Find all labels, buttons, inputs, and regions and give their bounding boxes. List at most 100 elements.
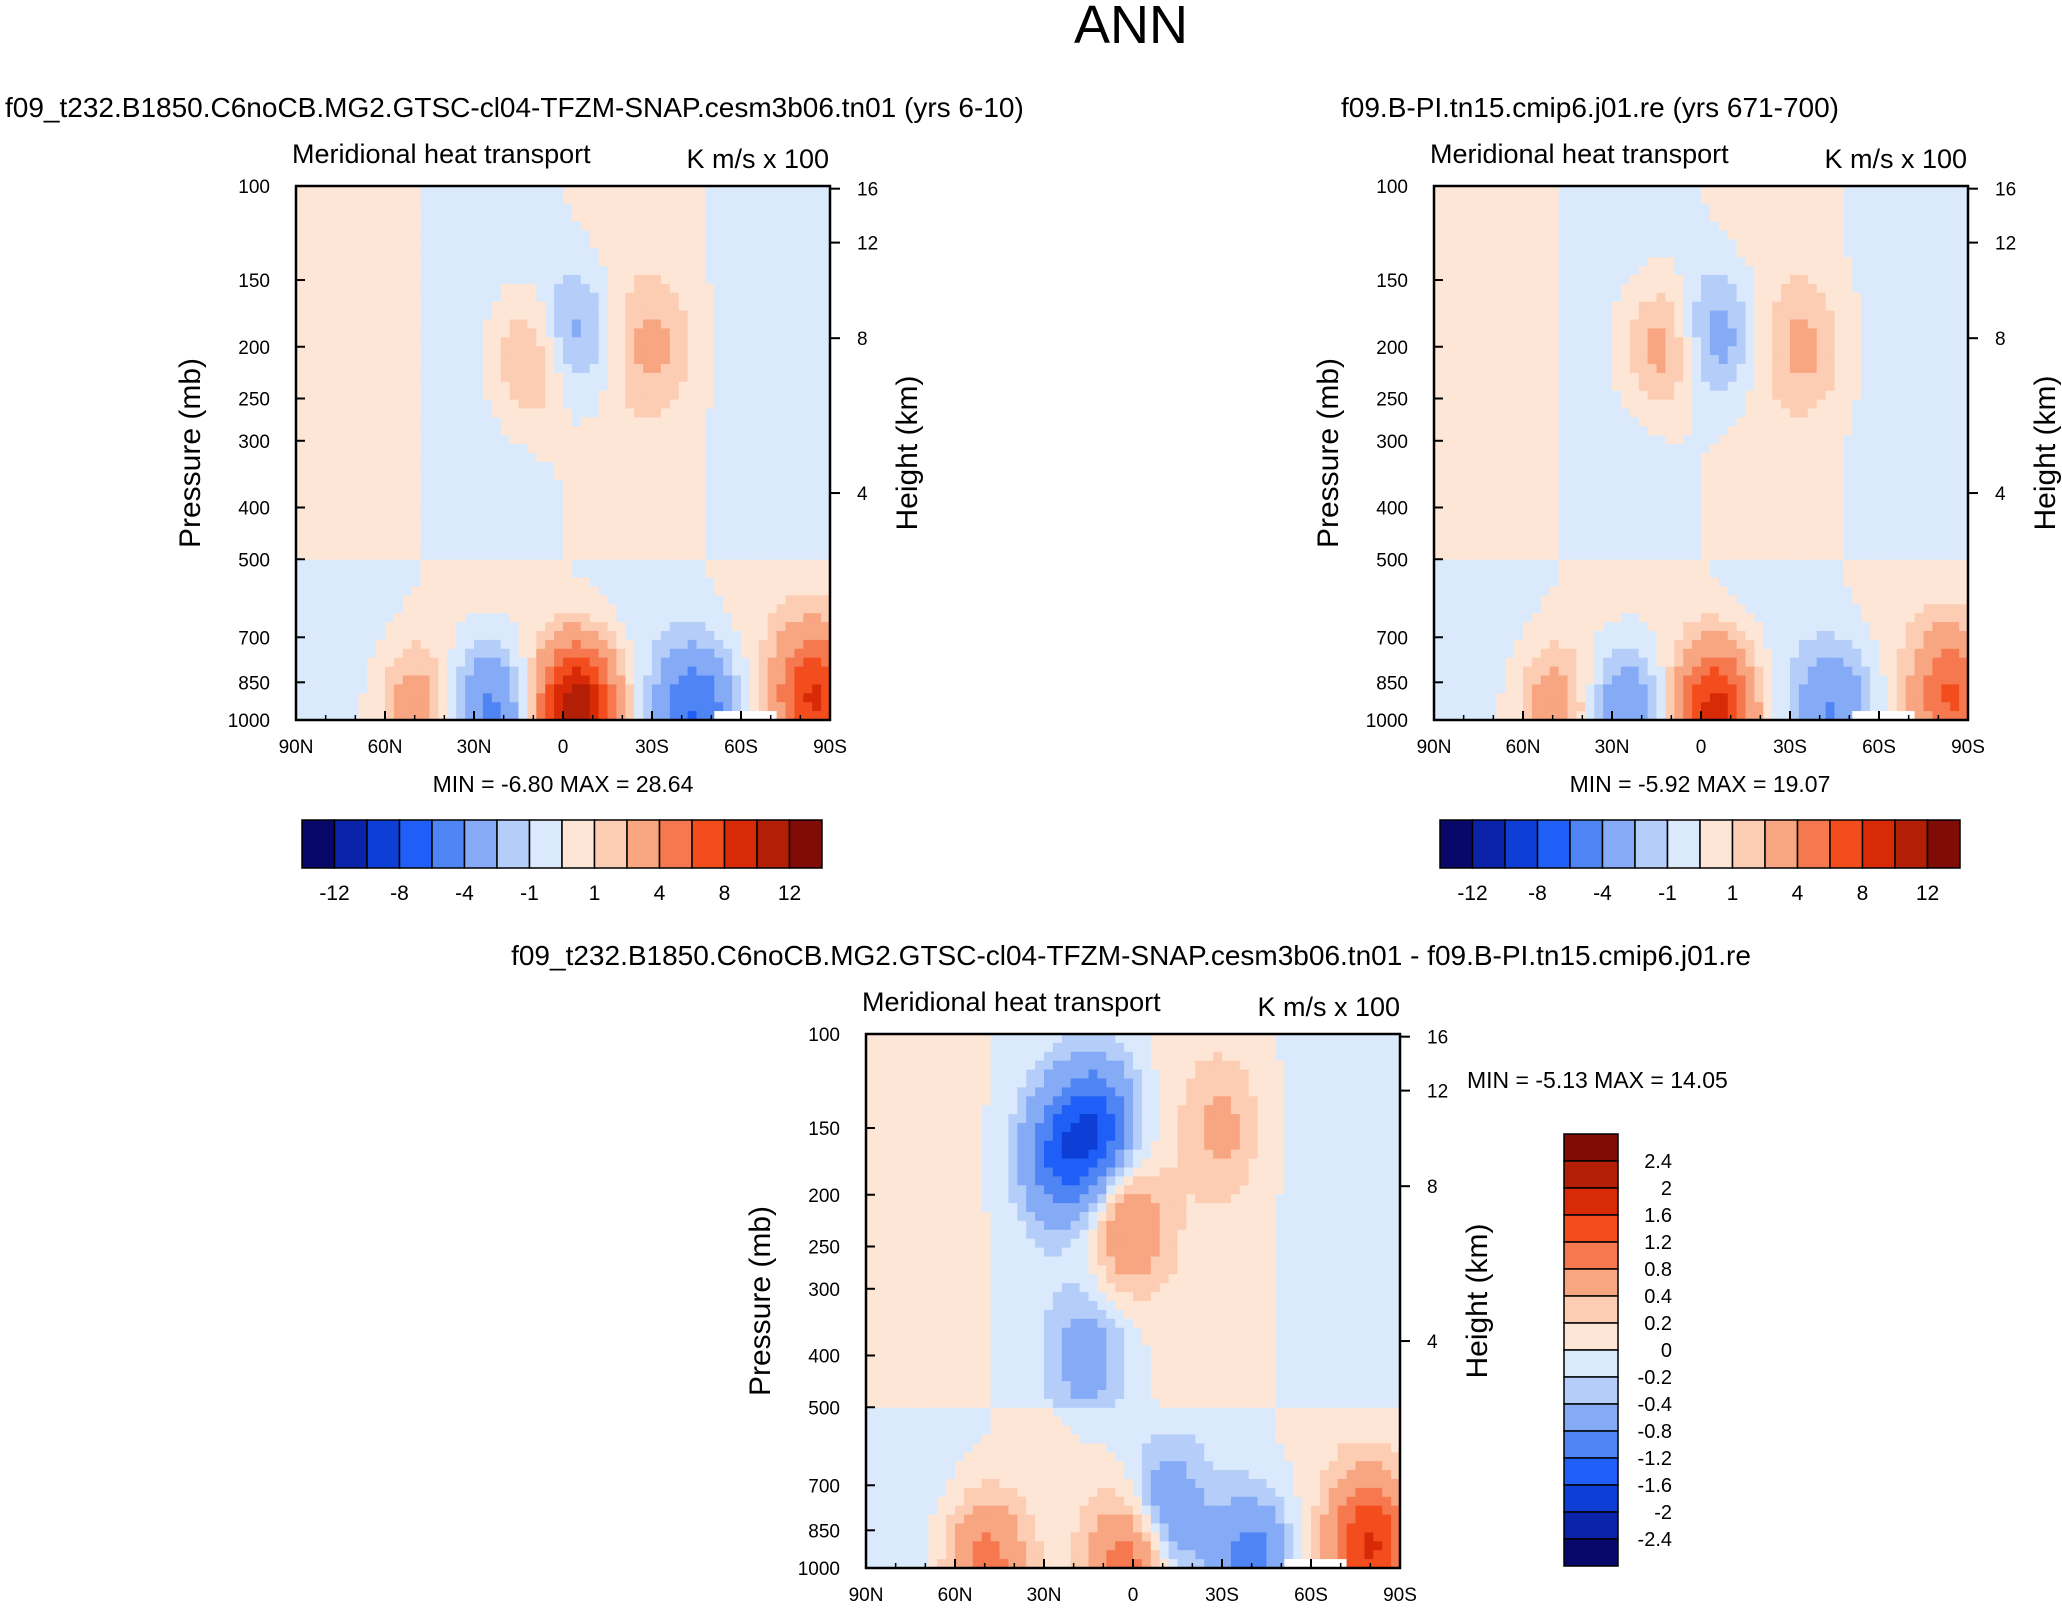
field-cell bbox=[1638, 337, 1649, 347]
field-cell bbox=[678, 319, 689, 329]
field-cell bbox=[296, 639, 306, 650]
field-cell bbox=[705, 577, 715, 588]
field-cell bbox=[634, 586, 644, 596]
field-cell bbox=[393, 381, 404, 392]
field-cell bbox=[821, 461, 831, 472]
field-cell bbox=[385, 372, 395, 383]
field-cell bbox=[304, 559, 315, 570]
field-cell bbox=[1950, 310, 1960, 321]
field-cell bbox=[385, 248, 395, 258]
field-cell bbox=[1523, 355, 1533, 365]
field-cell bbox=[1442, 221, 1453, 232]
field-cell bbox=[385, 212, 395, 223]
field-cell bbox=[554, 328, 564, 338]
field-cell bbox=[732, 292, 742, 303]
field-cell bbox=[616, 497, 626, 507]
field-cell bbox=[322, 426, 333, 436]
field-cell bbox=[1941, 328, 1951, 338]
field-cell bbox=[465, 488, 475, 499]
field-cell bbox=[385, 461, 395, 472]
field-cell bbox=[482, 186, 493, 196]
field-cell bbox=[536, 693, 546, 703]
field-cell bbox=[554, 248, 564, 258]
field-cell bbox=[1469, 355, 1480, 365]
field-cell bbox=[812, 283, 822, 294]
field-cell bbox=[696, 506, 706, 516]
field-cell bbox=[1531, 310, 1542, 321]
field-cell bbox=[758, 212, 769, 223]
height-tick-label: 8 bbox=[857, 329, 868, 350]
field-cell bbox=[482, 230, 493, 240]
field-cell bbox=[1754, 275, 1764, 285]
field-cell bbox=[402, 577, 413, 588]
field-cell bbox=[376, 559, 386, 570]
field-cell bbox=[518, 203, 528, 214]
field-cell bbox=[518, 408, 528, 418]
field-cell bbox=[429, 372, 439, 383]
field-cell bbox=[705, 559, 715, 570]
field-cell bbox=[749, 283, 760, 294]
field-cell bbox=[536, 257, 546, 267]
field-cell bbox=[1612, 221, 1622, 232]
field-cell bbox=[1531, 266, 1542, 276]
field-cell bbox=[1843, 221, 1853, 232]
field-cell bbox=[732, 248, 742, 258]
field-cell bbox=[1950, 230, 1960, 240]
field-cell bbox=[616, 426, 626, 436]
field-cell bbox=[465, 372, 475, 383]
field-cell bbox=[1914, 248, 1925, 258]
field-cell bbox=[340, 230, 350, 240]
field-cell bbox=[607, 675, 617, 685]
field-cell bbox=[482, 586, 493, 596]
field-cell bbox=[429, 515, 439, 525]
field-cell bbox=[545, 203, 555, 214]
field-cell bbox=[580, 470, 591, 481]
field-cell bbox=[385, 346, 395, 356]
field-cell bbox=[1434, 372, 1444, 383]
field-cell bbox=[794, 568, 804, 579]
field-cell bbox=[812, 604, 822, 614]
field-cell bbox=[1701, 355, 1711, 365]
field-cell bbox=[456, 702, 466, 712]
field-cell bbox=[652, 666, 662, 677]
field-cell bbox=[705, 239, 715, 249]
field-cell bbox=[1941, 301, 1951, 312]
field-cell bbox=[616, 257, 626, 267]
field-cell bbox=[545, 186, 555, 196]
field-cell bbox=[500, 631, 511, 641]
field-cell bbox=[616, 408, 626, 418]
field-cell bbox=[545, 364, 555, 374]
field-cell bbox=[634, 533, 644, 543]
field-cell bbox=[732, 310, 742, 321]
field-cell bbox=[1905, 319, 1916, 329]
field-cell bbox=[500, 604, 511, 614]
field-cell bbox=[625, 203, 635, 214]
field-cell bbox=[1736, 337, 1747, 347]
field-cell bbox=[1861, 310, 1871, 321]
field-cell bbox=[1852, 239, 1862, 249]
field-cell bbox=[669, 595, 680, 605]
field-cell bbox=[1647, 337, 1658, 347]
field-cell bbox=[331, 275, 342, 285]
field-cell bbox=[1558, 310, 1569, 321]
field-cell bbox=[536, 337, 546, 347]
field-cell bbox=[313, 221, 324, 232]
field-cell bbox=[1523, 372, 1533, 383]
field-cell bbox=[1709, 221, 1720, 232]
field-cell bbox=[376, 364, 386, 374]
field-cell bbox=[652, 337, 662, 347]
field-cell bbox=[1816, 355, 1827, 365]
field-cell bbox=[447, 613, 457, 623]
field-cell bbox=[1772, 186, 1782, 196]
field-cell bbox=[749, 194, 760, 205]
field-cell bbox=[402, 515, 413, 525]
field-cell bbox=[723, 515, 733, 525]
field-cell bbox=[1718, 257, 1729, 267]
field-cell bbox=[741, 275, 751, 285]
field-cell bbox=[385, 381, 395, 392]
field-cell bbox=[1442, 337, 1453, 347]
field-cell bbox=[420, 577, 431, 588]
field-cell bbox=[340, 248, 350, 258]
field-cell bbox=[660, 595, 671, 605]
field-cell bbox=[393, 693, 404, 703]
